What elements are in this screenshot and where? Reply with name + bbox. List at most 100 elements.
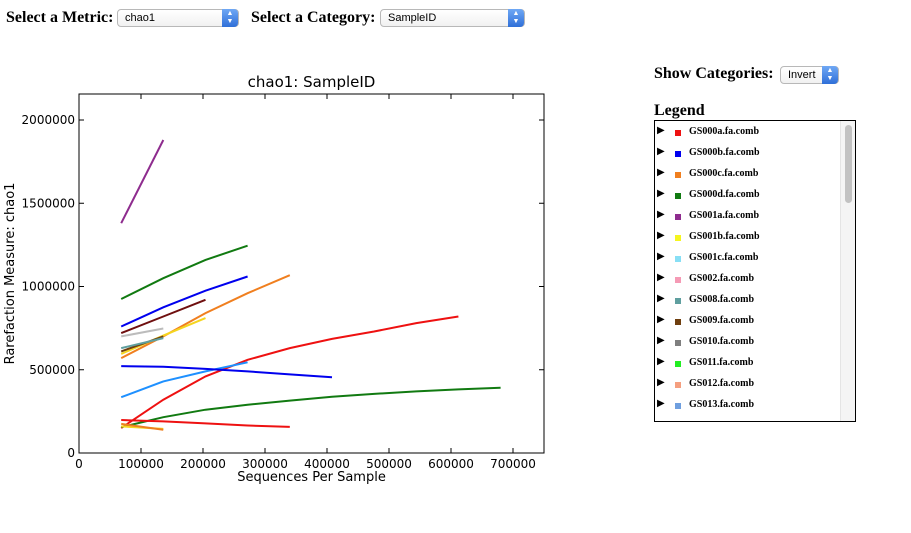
legend-swatch — [675, 193, 681, 199]
legend-label: GS008.fa.comb — [689, 294, 754, 305]
legend-item[interactable]: ▶ GS000d.fa.comb — [655, 188, 845, 206]
expand-arrow-icon[interactable]: ▶ — [657, 335, 665, 346]
expand-arrow-icon[interactable]: ▶ — [657, 314, 665, 325]
legend-item[interactable]: ▶ GS002.fa.comb — [655, 272, 845, 290]
y-tick-label: 1000000 — [22, 280, 75, 294]
x-axis-label: Sequences Per Sample — [237, 470, 386, 485]
series-line — [120, 317, 206, 355]
x-tick-label: 500000 — [366, 457, 412, 471]
legend-label: GS000c.fa.comb — [689, 168, 759, 179]
legend-swatch — [675, 319, 681, 325]
legend-scrollbar[interactable] — [840, 121, 855, 421]
legend-swatch — [675, 361, 681, 367]
expand-arrow-icon[interactable]: ▶ — [657, 230, 665, 241]
legend-swatch — [675, 340, 681, 346]
expand-arrow-icon[interactable]: ▶ — [657, 356, 665, 367]
legend-swatch — [675, 256, 681, 262]
series-line — [121, 327, 164, 338]
rarefaction-chart: 0 100000 200000 300000 400000 500000 600000 700… — [3, 73, 545, 485]
expand-arrow-icon[interactable]: ▶ — [657, 167, 665, 178]
y-tick-label: 500000 — [29, 363, 75, 377]
series-line — [120, 244, 248, 300]
plot-frame — [78, 93, 545, 454]
legend-item[interactable]: ▶ GS000a.fa.comb — [655, 125, 845, 143]
legend-item[interactable]: ▶ GS009.fa.comb — [655, 314, 845, 332]
legend-swatch — [675, 298, 681, 304]
x-tick-label: 400000 — [304, 457, 350, 471]
category-select-value: SampleID — [388, 12, 437, 24]
series-line — [120, 274, 291, 359]
series-line — [121, 422, 164, 431]
legend-item[interactable]: ▶ GS000b.fa.comb — [655, 146, 845, 164]
legend-label: GS013.fa.comb — [689, 399, 754, 410]
series-line — [120, 139, 165, 224]
show-categories-select[interactable]: Invert ▲ ▼ — [780, 66, 839, 84]
legend-label: GS000d.fa.comb — [689, 189, 760, 200]
category-label: Select a Category: — [251, 9, 376, 26]
legend-label: GS002.fa.comb — [689, 273, 754, 284]
y-axis-label: Rarefaction Measure: chao1 — [3, 183, 18, 365]
x-tick-label: 700000 — [490, 457, 536, 471]
legend-label: GS001b.fa.comb — [689, 231, 760, 242]
series-line — [120, 386, 501, 429]
legend-title: Legend — [654, 102, 705, 119]
series-line — [120, 298, 206, 335]
legend-scroll-thumb[interactable] — [845, 125, 852, 203]
legend-item[interactable]: ▶ GS001c.fa.comb — [655, 251, 845, 269]
series-line — [121, 419, 290, 428]
x-tick-label: 300000 — [242, 457, 288, 471]
legend-item[interactable]: ▶ GS000c.fa.comb — [655, 167, 845, 185]
x-tick-label: 0 — [75, 457, 83, 471]
expand-arrow-icon[interactable]: ▶ — [657, 272, 665, 283]
legend-swatch — [675, 151, 681, 157]
expand-arrow-icon[interactable]: ▶ — [657, 125, 665, 136]
legend-label: GS010.fa.comb — [689, 336, 754, 347]
y-tick-label: 2000000 — [22, 113, 75, 127]
expand-arrow-icon[interactable]: ▶ — [657, 209, 665, 220]
series-line — [120, 315, 459, 429]
legend-swatch — [675, 235, 681, 241]
expand-arrow-icon[interactable]: ▶ — [657, 146, 665, 157]
chevron-updown-icon: ▲ ▼ — [222, 9, 238, 27]
metric-select[interactable]: chao1 ▲ ▼ — [117, 9, 239, 27]
series-line — [120, 361, 248, 399]
legend-label: GS001a.fa.comb — [689, 210, 759, 221]
show-categories-value: Invert — [788, 69, 816, 81]
y-tick-label: 1500000 — [22, 196, 75, 210]
chart-title: chao1: SampleID — [248, 73, 376, 91]
legend-label: GS011.fa.comb — [689, 357, 754, 368]
expand-arrow-icon[interactable]: ▶ — [657, 398, 665, 409]
expand-arrow-icon[interactable]: ▶ — [657, 251, 665, 262]
series-line — [120, 275, 248, 328]
legend-swatch — [675, 382, 681, 388]
legend-label: GS000a.fa.comb — [689, 126, 759, 137]
legend-swatch — [675, 403, 681, 409]
legend-item[interactable]: ▶ GS010.fa.comb — [655, 335, 845, 353]
legend-label: GS012.fa.comb — [689, 378, 754, 389]
legend-item[interactable]: ▶ GS001b.fa.comb — [655, 230, 845, 248]
legend-item[interactable]: ▶ GS008.fa.comb — [655, 293, 845, 311]
chevron-updown-icon: ▲ ▼ — [822, 66, 838, 84]
legend-label: GS009.fa.comb — [689, 315, 754, 326]
expand-arrow-icon[interactable]: ▶ — [657, 377, 665, 388]
legend-box: ▶ GS013.fa.comb ▶ GS012.fa.comb ▶ GS011.fa.co… — [654, 120, 856, 422]
y-tick-label: 0 — [67, 446, 75, 460]
chevron-updown-icon: ▲ ▼ — [508, 9, 524, 27]
legend-swatch — [675, 214, 681, 220]
category-select[interactable]: SampleID ▲ ▼ — [380, 9, 525, 27]
legend-item[interactable]: ▶ GS013.fa.comb — [655, 398, 845, 416]
series-line — [120, 337, 164, 350]
legend-swatch — [675, 172, 681, 178]
legend-swatch — [675, 277, 681, 283]
expand-arrow-icon[interactable]: ▶ — [657, 293, 665, 304]
legend-item[interactable]: ▶ GS001a.fa.comb — [655, 209, 845, 227]
legend-item[interactable]: ▶ GS012.fa.comb — [655, 377, 845, 395]
metric-label: Select a Metric: — [6, 9, 114, 26]
metric-select-value: chao1 — [125, 12, 155, 24]
x-tick-label: 200000 — [180, 457, 226, 471]
legend-label: GS000b.fa.comb — [689, 147, 760, 158]
expand-arrow-icon[interactable]: ▶ — [657, 188, 665, 199]
legend-swatch — [675, 130, 681, 136]
show-categories-label: Show Categories: — [654, 65, 774, 82]
legend-item[interactable]: ▶ GS011.fa.comb — [655, 356, 845, 374]
